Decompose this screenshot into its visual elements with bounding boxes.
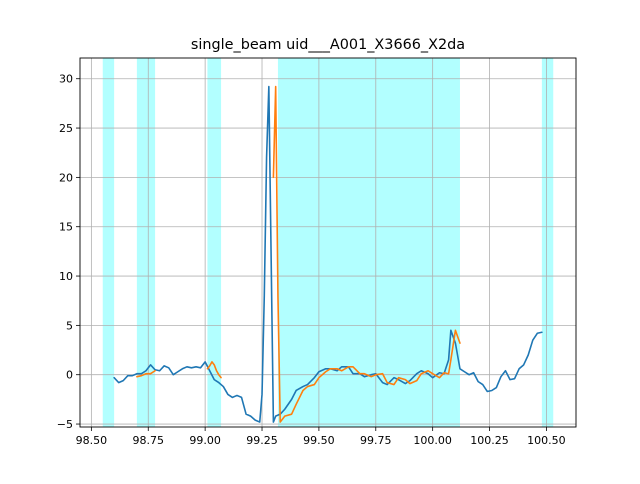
shaded-span-2 (207, 58, 222, 427)
x-tick-label-6: 100.00 (413, 434, 452, 447)
series-line-0 (113, 85, 543, 423)
shaded-span-1 (136, 58, 156, 427)
x-tick-label-4: 99.50 (303, 434, 335, 447)
shaded-span-4 (541, 58, 554, 427)
chart-title: single_beam uid___A001_X3666_X2da (191, 37, 465, 53)
y-tick-label-3: 10 (59, 270, 73, 283)
x-tick-label-2: 99.00 (189, 434, 221, 447)
x-tick-label-8: 100.50 (527, 434, 566, 447)
y-tick-label-4: 15 (59, 221, 73, 234)
x-tick-label-7: 100.25 (470, 434, 509, 447)
plot-area: 98.50 98.75 99.00 99.25 99.50 99.75 100.00 100.… (57, 57, 577, 447)
y-tick-label-5: 20 (59, 171, 73, 184)
x-tick-label-3: 99.25 (246, 434, 278, 447)
y-tick-label-0: −5 (57, 418, 73, 431)
series-line-3 (272, 85, 461, 423)
y-tick-label-2: 5 (66, 319, 73, 332)
x-tick-label-0: 98.50 (76, 434, 108, 447)
y-tick-label-6: 25 (59, 122, 73, 135)
y-tick-label-1: 0 (66, 369, 73, 382)
x-tick-label-1: 98.75 (133, 434, 165, 447)
series-line-2 (206, 361, 222, 379)
shaded-span-0 (102, 58, 115, 427)
shaded-span-3 (277, 58, 460, 427)
y-tick-label-7: 30 (59, 73, 73, 86)
series-line-1 (136, 369, 156, 378)
axes-frame (79, 57, 577, 428)
x-tick-label-5: 99.75 (360, 434, 392, 447)
